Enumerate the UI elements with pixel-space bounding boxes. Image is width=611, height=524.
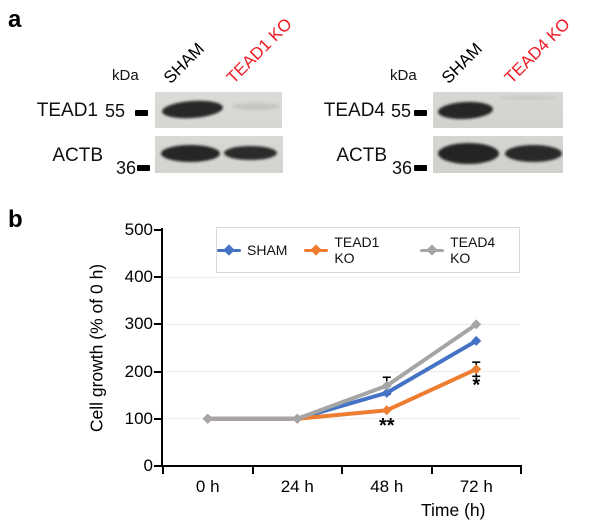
mass-label-55-left: 55 bbox=[105, 101, 126, 121]
series-line-tead1-ko bbox=[205, 367, 479, 421]
blot-tead1 bbox=[155, 92, 282, 128]
protein-label-actb-right: ACTB bbox=[336, 145, 387, 166]
significance-marker: * bbox=[472, 374, 480, 396]
line-chart: *** bbox=[164, 276, 520, 437]
legend-label: TEAD1 KO bbox=[334, 234, 380, 266]
marker-diamond bbox=[471, 364, 482, 375]
protein-label-actb-left: ACTB bbox=[52, 145, 103, 166]
y-tick-label: 0 bbox=[143, 456, 153, 475]
legend-entry-tead1-ko: TEAD1 KO bbox=[304, 234, 403, 266]
legend-marker-icon bbox=[304, 244, 329, 256]
legend-marker-icon bbox=[217, 244, 241, 256]
x-tick-mark bbox=[520, 466, 522, 474]
legend-entry-tead4-ko: TEAD4 KO bbox=[420, 234, 519, 266]
marker-diamond bbox=[381, 387, 392, 398]
y-tick-label: 100 bbox=[124, 408, 153, 428]
blot-tead4 bbox=[433, 92, 563, 128]
band-tead4-ko-faint bbox=[497, 96, 559, 100]
y-tick-label: 200 bbox=[124, 361, 153, 381]
mass-label-36-left: 36 bbox=[116, 158, 137, 178]
y-tick-label: 500 bbox=[124, 220, 153, 239]
chart-legend: SHAM TEAD1 KO TEAD4 KO bbox=[216, 227, 520, 273]
mass-label-55-right: 55 bbox=[391, 101, 412, 121]
marker-diamond bbox=[471, 319, 482, 330]
x-tick-mark bbox=[341, 466, 343, 474]
x-tick-mark bbox=[251, 466, 254, 474]
x-tick-label: 72 h bbox=[459, 477, 493, 496]
lane-label-tead1-ko: TEAD1 KO bbox=[222, 14, 296, 88]
y-tick-mark bbox=[154, 417, 162, 420]
band-actb-sham-right bbox=[438, 143, 499, 164]
protein-label-tead4: TEAD4 bbox=[323, 100, 385, 121]
y-tick-mark bbox=[154, 229, 162, 231]
panel-a-letter: a bbox=[8, 6, 22, 33]
x-tick-label: 24 h bbox=[280, 477, 314, 496]
y-tick-label: 300 bbox=[124, 314, 153, 334]
mass-tick bbox=[414, 165, 427, 171]
marker-diamond bbox=[471, 335, 482, 346]
mass-label-36-right: 36 bbox=[392, 158, 413, 178]
band-actb-ko-right bbox=[505, 145, 562, 162]
legend-marker-icon bbox=[420, 244, 445, 256]
significance-marker: ** bbox=[379, 415, 395, 437]
blot-actb-right bbox=[433, 136, 563, 173]
x-tick-label: 0 h bbox=[195, 477, 220, 496]
mass-tick bbox=[135, 110, 148, 116]
y-tick-mark bbox=[154, 323, 162, 326]
kda-label-left: kDa bbox=[112, 67, 139, 84]
legend-entry-sham: SHAM bbox=[217, 242, 287, 258]
protein-label-tead1: TEAD1 bbox=[36, 100, 98, 121]
legend-label: TEAD4 KO bbox=[450, 234, 496, 266]
blot-actb-left bbox=[155, 136, 283, 173]
marker-diamond bbox=[381, 380, 392, 391]
marker-diamond bbox=[202, 413, 213, 424]
y-axis-line bbox=[161, 228, 163, 467]
lane-label-sham-right: SHAM bbox=[437, 39, 487, 88]
band-tead1-ko-faint bbox=[232, 103, 280, 110]
band-tead1-sham bbox=[161, 98, 224, 121]
x-tick-mark bbox=[430, 466, 433, 474]
y-tick-mark bbox=[154, 370, 162, 373]
series-line-tead4-ko bbox=[205, 322, 479, 421]
band-actb-ko-left bbox=[224, 146, 277, 160]
band-tead4-sham bbox=[437, 100, 494, 121]
band-actb-sham-left bbox=[161, 145, 220, 162]
y-tick-mark bbox=[154, 465, 162, 467]
marker-diamond bbox=[292, 413, 303, 424]
lane-label-tead4-ko: TEAD4 KO bbox=[500, 14, 574, 88]
x-tick-label: 48 h bbox=[370, 477, 404, 496]
legend-label: SHAM bbox=[247, 242, 288, 258]
y-axis-title: Cell growth (% of 0 h) bbox=[86, 263, 107, 433]
mass-tick bbox=[414, 110, 427, 116]
kda-label-right: kDa bbox=[390, 67, 417, 84]
lane-label-sham-left: SHAM bbox=[159, 39, 209, 88]
mass-tick bbox=[137, 165, 150, 171]
y-tick-mark bbox=[154, 276, 162, 279]
marker-diamond bbox=[381, 405, 392, 416]
panel-b-letter: b bbox=[8, 206, 23, 233]
x-tick-mark bbox=[162, 466, 164, 474]
x-axis-title: Time (h) bbox=[421, 500, 486, 520]
y-tick-label: 400 bbox=[124, 267, 153, 287]
